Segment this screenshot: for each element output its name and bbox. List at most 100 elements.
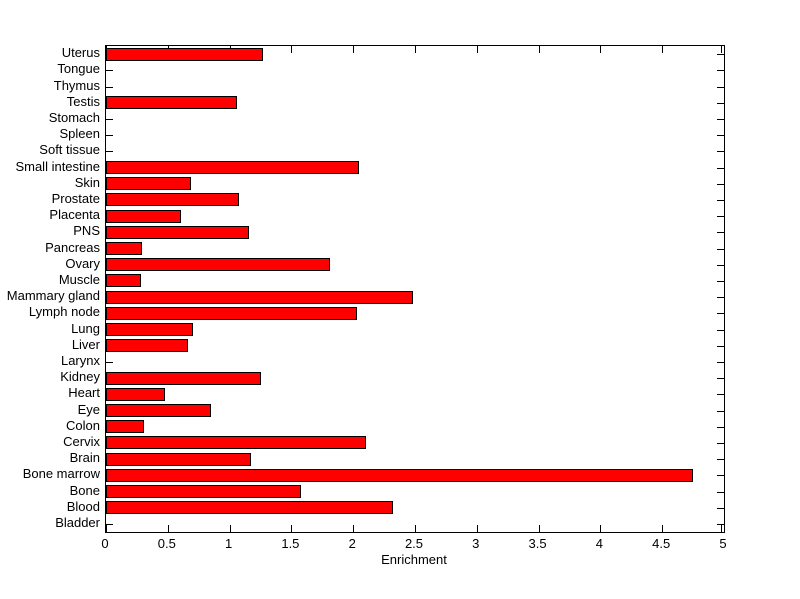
x-tick-mark-bottom — [291, 525, 292, 532]
ytick-label-bladder: Bladder — [55, 514, 100, 530]
bar-bone — [106, 485, 302, 498]
y-tick-mark-right — [717, 492, 724, 493]
y-tick-mark-right — [717, 508, 724, 509]
bar-small-intestine — [106, 161, 360, 174]
xtick-label-2: 2 — [348, 536, 356, 551]
x-tick-mark-bottom — [106, 525, 107, 532]
y-tick-mark-right — [717, 70, 724, 71]
ytick-label-skin: Skin — [74, 174, 100, 190]
y-tick-mark-right — [717, 459, 724, 460]
ytick-label-pancreas: Pancreas — [45, 239, 100, 255]
ytick-label-mammary-gland: Mammary gland — [6, 288, 100, 304]
bar-testis — [106, 96, 238, 110]
x-axis-title: Enrichment — [381, 552, 447, 567]
ytick-label-heart: Heart — [68, 385, 100, 401]
y-tick-mark-right — [717, 168, 724, 169]
y-tick-mark-right — [717, 362, 724, 363]
bar-uterus — [106, 47, 263, 61]
y-tick-mark-right — [717, 330, 724, 331]
bar-blood — [106, 501, 393, 515]
ytick-label-eye: Eye — [77, 401, 100, 417]
y-tick-mark-left — [106, 151, 113, 152]
ytick-label-soft-tissue: Soft tissue — [39, 142, 100, 158]
bar-cervix — [106, 436, 366, 450]
ytick-label-ovary: Ovary — [65, 255, 100, 271]
y-tick-mark-right — [717, 378, 724, 379]
y-tick-mark-right — [717, 200, 724, 201]
x-tick-mark-bottom — [230, 525, 231, 532]
bar-bone-marrow — [106, 468, 694, 482]
x-tick-mark-top — [353, 46, 354, 53]
x-tick-mark-top — [600, 46, 601, 53]
y-tick-mark-right — [717, 54, 724, 55]
x-tick-mark-bottom — [415, 525, 416, 532]
y-tick-mark-right — [717, 313, 724, 314]
ytick-label-tongue: Tongue — [57, 61, 100, 77]
bar-mammary-gland — [106, 290, 413, 304]
ytick-label-testis: Testis — [66, 93, 100, 109]
plot-area — [105, 45, 725, 533]
y-tick-mark-right — [717, 297, 724, 298]
bar-placenta — [106, 209, 182, 223]
ytick-label-kidney: Kidney — [60, 369, 100, 385]
ytick-label-stomach: Stomach — [48, 109, 100, 125]
y-tick-mark-left — [106, 87, 113, 88]
ytick-label-prostate: Prostate — [51, 190, 100, 206]
ytick-label-cervix: Cervix — [63, 433, 100, 449]
x-tick-mark-bottom — [600, 525, 601, 532]
ytick-label-muscle: Muscle — [58, 271, 100, 287]
x-tick-mark-bottom — [662, 525, 663, 532]
y-tick-mark-right — [717, 232, 724, 233]
y-tick-mark-right — [717, 394, 724, 395]
x-tick-mark-top — [291, 46, 292, 53]
x-tick-mark-bottom — [168, 525, 169, 532]
y-tick-mark-left — [106, 119, 113, 120]
y-tick-mark-right — [717, 87, 724, 88]
y-tick-mark-right — [717, 103, 724, 104]
ytick-label-blood: Blood — [66, 498, 100, 514]
x-tick-mark-top — [477, 46, 478, 53]
xtick-label-4-5: 4.5 — [652, 536, 671, 551]
bar-pancreas — [106, 242, 142, 255]
xtick-label-0: 0 — [101, 536, 109, 551]
y-tick-mark-right — [717, 135, 724, 136]
ytick-label-small-intestine: Small intestine — [15, 158, 100, 174]
bar-lung — [106, 323, 193, 336]
y-tick-mark-right — [717, 249, 724, 250]
bar-eye — [106, 404, 212, 417]
y-tick-mark-right — [717, 443, 724, 444]
ytick-label-larynx: Larynx — [60, 352, 100, 368]
bar-heart — [106, 387, 166, 401]
y-tick-mark-right — [717, 281, 724, 282]
bar-skin — [106, 177, 192, 191]
y-tick-mark-right — [717, 524, 724, 525]
x-tick-mark-top — [662, 46, 663, 53]
y-tick-mark-left — [106, 524, 113, 525]
y-tick-mark-right — [717, 475, 724, 476]
bar-muscle — [106, 274, 141, 288]
ytick-label-pns: PNS — [73, 223, 100, 239]
xtick-label-3-5: 3.5 — [528, 536, 547, 551]
x-tick-mark-top — [721, 46, 722, 53]
ytick-label-uterus: Uterus — [61, 45, 100, 61]
y-tick-mark-right — [717, 119, 724, 120]
ytick-label-lung: Lung — [71, 320, 100, 336]
ytick-label-liver: Liver — [71, 336, 100, 352]
bar-lymph-node — [106, 306, 357, 320]
y-tick-mark-right — [717, 346, 724, 347]
x-tick-mark-bottom — [353, 525, 354, 532]
y-tick-mark-right — [717, 427, 724, 428]
bar-colon — [106, 420, 145, 434]
ytick-label-bone-marrow: Bone marrow — [22, 466, 100, 482]
ytick-label-bone: Bone — [69, 482, 100, 498]
y-tick-mark-left — [106, 70, 113, 71]
x-tick-mark-bottom — [721, 525, 722, 532]
xtick-label-5: 5 — [719, 536, 727, 551]
ytick-label-brain: Brain — [69, 450, 100, 466]
bar-ovary — [106, 258, 330, 272]
xtick-label-1: 1 — [224, 536, 233, 551]
y-tick-mark-left — [106, 135, 113, 136]
y-tick-mark-right — [717, 216, 724, 217]
bar-liver — [106, 339, 188, 353]
